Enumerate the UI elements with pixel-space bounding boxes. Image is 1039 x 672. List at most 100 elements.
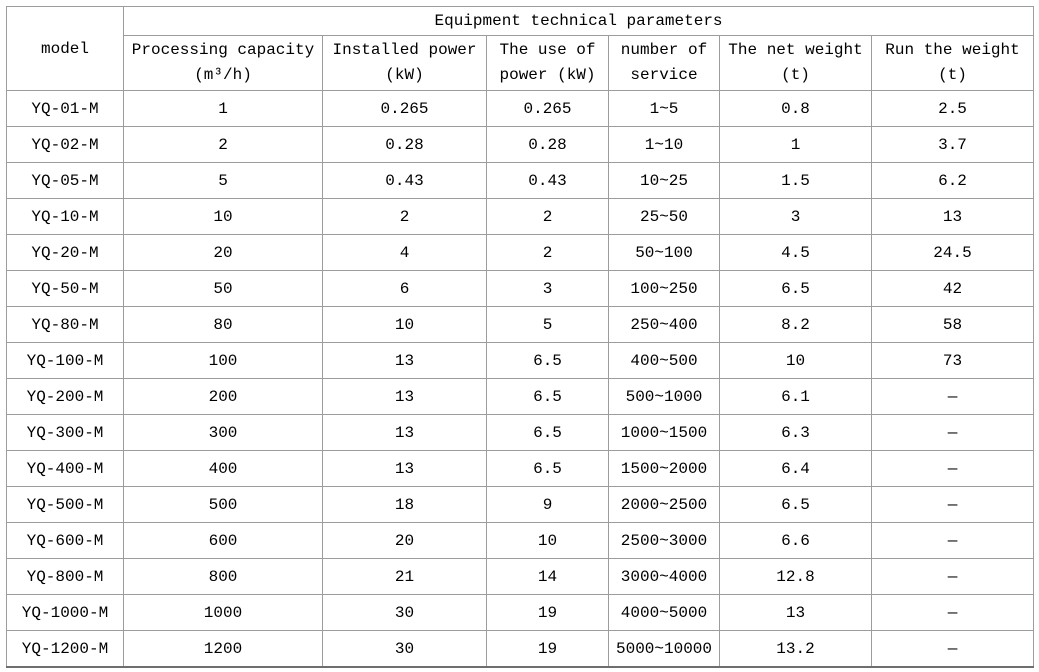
value-cell: 600 bbox=[123, 522, 323, 559]
value-cell: 13 bbox=[322, 414, 487, 451]
model-cell: YQ-05-M bbox=[6, 162, 124, 199]
table-row: YQ-80-M 80 10 5 250~400 8.2 58 bbox=[6, 306, 1035, 343]
value-cell: 2 bbox=[486, 234, 609, 271]
table-row: YQ-05-M 5 0.43 0.43 10~25 1.5 6.2 bbox=[6, 162, 1035, 199]
value-cell: 6.5 bbox=[486, 414, 609, 451]
value-cell: 1000 bbox=[123, 594, 323, 631]
value-cell: 6.6 bbox=[719, 522, 872, 559]
value-cell: 1~5 bbox=[608, 90, 720, 127]
table-group-header: Equipment technical parameters bbox=[122, 6, 1035, 36]
value-cell: 2 bbox=[322, 198, 487, 235]
value-cell: 0.43 bbox=[322, 162, 487, 199]
value-cell: 20 bbox=[123, 234, 323, 271]
model-cell: YQ-500-M bbox=[6, 486, 124, 523]
value-cell: 1200 bbox=[123, 630, 323, 668]
value-cell: 1500~2000 bbox=[608, 450, 720, 487]
value-cell: 6.5 bbox=[719, 270, 872, 307]
table-row: YQ-10-M 10 2 2 25~50 3 13 bbox=[6, 198, 1035, 235]
table-row: YQ-800-M 800 21 14 3000~4000 12.8— bbox=[6, 558, 1035, 595]
value-cell: — bbox=[870, 630, 1035, 668]
value-cell: 400~500 bbox=[608, 342, 720, 379]
value-cell: 1.5 bbox=[719, 162, 872, 199]
column-header-line2: (t) bbox=[938, 66, 967, 84]
model-cell: YQ-100-M bbox=[6, 342, 124, 379]
value-cell: 58 bbox=[870, 306, 1035, 343]
value-cell: 3 bbox=[719, 198, 872, 235]
model-cell: YQ-20-M bbox=[6, 234, 124, 271]
model-cell: YQ-50-M bbox=[6, 270, 124, 307]
column-header: Installed power (kW) bbox=[322, 35, 487, 91]
value-cell: 2 bbox=[486, 198, 609, 235]
value-cell: 19 bbox=[486, 630, 609, 668]
value-cell: 10 bbox=[123, 198, 323, 235]
table-row: YQ-1000-M 1000 30 19 4000~5000 13— bbox=[6, 594, 1035, 631]
value-cell: 0.28 bbox=[322, 126, 487, 163]
table-row: YQ-1200-M 1200 30 19 5000~10000 13.2— bbox=[6, 630, 1035, 668]
value-cell: 6.1 bbox=[719, 378, 872, 415]
value-cell: 13 bbox=[870, 198, 1035, 235]
column-header-line2: (t) bbox=[781, 66, 810, 84]
model-cell: YQ-02-M bbox=[6, 126, 124, 163]
value-cell: 5 bbox=[123, 162, 323, 199]
value-cell: 50 bbox=[123, 270, 323, 307]
value-cell: 2 bbox=[123, 126, 323, 163]
column-header-line1: Run the weight bbox=[885, 41, 1020, 59]
table-row: YQ-600-M 600 20 10 2500~3000 6.6— bbox=[6, 522, 1035, 559]
column-header-line1: The net weight bbox=[728, 41, 863, 59]
model-cell: YQ-10-M bbox=[6, 198, 124, 235]
column-header-line1: number of bbox=[620, 41, 708, 59]
table-row: YQ-20-M 20 4 2 50~100 4.5 24.5 bbox=[6, 234, 1035, 271]
table-row: YQ-500-M 500 18 9 2000~2500 6.5— bbox=[6, 486, 1035, 523]
column-header-line1: Processing capacity bbox=[131, 41, 315, 59]
value-cell: 13 bbox=[322, 378, 487, 415]
value-cell: 3 bbox=[486, 270, 609, 307]
column-header-line2: service bbox=[630, 66, 698, 84]
column-header: Run the weight (t) bbox=[870, 35, 1035, 91]
value-cell: 500~1000 bbox=[608, 378, 720, 415]
table-row: YQ-200-M 200 13 6.5 500~1000 6.1— bbox=[6, 378, 1035, 415]
value-cell: 4.5 bbox=[719, 234, 872, 271]
table-row: YQ-02-M 2 0.28 0.28 1~10 1 3.7 bbox=[6, 126, 1035, 163]
table-row: YQ-50-M 50 6 3 100~250 6.5 42 bbox=[6, 270, 1035, 307]
table-header: model Equipment technical parameters Pro… bbox=[6, 6, 1035, 91]
value-cell: 10~25 bbox=[608, 162, 720, 199]
value-cell: — bbox=[870, 594, 1035, 631]
value-cell: 800 bbox=[123, 558, 323, 595]
value-cell: 1 bbox=[719, 126, 872, 163]
equipment-parameters-table: model Equipment technical parameters Pro… bbox=[6, 6, 1035, 668]
value-cell: 0.265 bbox=[322, 90, 487, 127]
value-cell: 200 bbox=[123, 378, 323, 415]
table-row: YQ-300-M 300 13 6.5 1000~1500 6.3— bbox=[6, 414, 1035, 451]
model-cell: YQ-1000-M bbox=[6, 594, 124, 631]
column-header-line2: power (kW) bbox=[499, 66, 596, 84]
model-cell: YQ-600-M bbox=[6, 522, 124, 559]
value-cell: 6.3 bbox=[719, 414, 872, 451]
group-header-row: model Equipment technical parameters bbox=[6, 6, 1035, 91]
value-cell: 400 bbox=[123, 450, 323, 487]
value-cell: — bbox=[870, 378, 1035, 415]
value-cell: 100 bbox=[123, 342, 323, 379]
value-cell: 5000~10000 bbox=[608, 630, 720, 668]
model-cell: YQ-1200-M bbox=[6, 630, 124, 668]
value-cell: 0.265 bbox=[486, 90, 609, 127]
value-cell: 25~50 bbox=[608, 198, 720, 235]
value-cell: 13 bbox=[719, 594, 872, 631]
value-cell: 6.5 bbox=[719, 486, 872, 523]
table-row: YQ-400-M 400 13 6.5 1500~2000 6.4— bbox=[6, 450, 1035, 487]
value-cell: 9 bbox=[486, 486, 609, 523]
value-cell: 6.5 bbox=[486, 378, 609, 415]
value-cell: 19 bbox=[486, 594, 609, 631]
value-cell: 6.4 bbox=[719, 450, 872, 487]
value-cell: — bbox=[870, 486, 1035, 523]
column-header: number of service bbox=[608, 35, 720, 91]
value-cell: 100~250 bbox=[608, 270, 720, 307]
value-cell: 24.5 bbox=[870, 234, 1035, 271]
value-cell: 8.2 bbox=[719, 306, 872, 343]
value-cell: 6.5 bbox=[486, 450, 609, 487]
value-cell: 0.28 bbox=[486, 126, 609, 163]
value-cell: 2000~2500 bbox=[608, 486, 720, 523]
value-cell: 50~100 bbox=[608, 234, 720, 271]
column-header-line1: Installed power bbox=[332, 41, 477, 59]
value-cell: 1~10 bbox=[608, 126, 720, 163]
